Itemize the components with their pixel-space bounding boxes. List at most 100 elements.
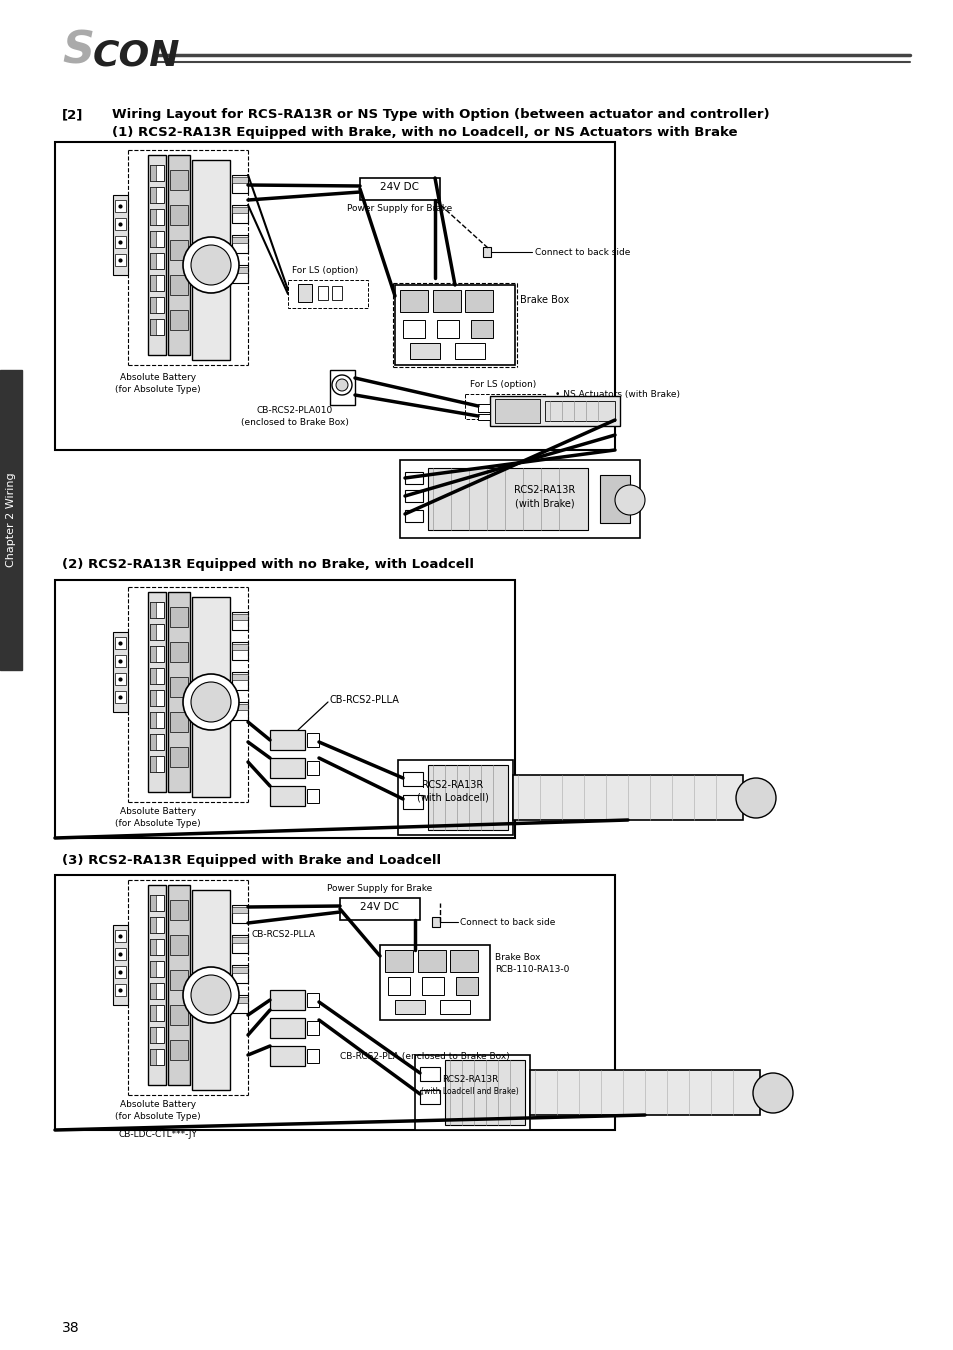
Bar <box>170 275 188 296</box>
Bar <box>395 285 515 364</box>
Bar <box>150 165 164 181</box>
Bar <box>150 252 164 269</box>
Bar <box>379 945 490 1021</box>
Text: (with Loadcell): (with Loadcell) <box>416 792 489 803</box>
Bar <box>307 733 318 747</box>
Text: For LS (option): For LS (option) <box>292 266 358 275</box>
Bar <box>397 760 513 836</box>
Bar <box>0 370 22 670</box>
Bar <box>530 1071 760 1115</box>
Bar <box>150 231 156 247</box>
Bar <box>232 703 248 710</box>
Bar <box>170 608 188 626</box>
Bar <box>150 297 156 313</box>
Bar <box>288 279 368 308</box>
Circle shape <box>332 375 352 396</box>
Text: [2]: [2] <box>62 108 83 122</box>
Bar <box>150 297 164 313</box>
Bar <box>297 284 312 302</box>
Bar <box>150 275 156 292</box>
Text: Brake Box: Brake Box <box>519 296 569 305</box>
Bar <box>402 320 424 338</box>
Bar <box>270 990 305 1010</box>
Bar <box>232 614 248 620</box>
Bar <box>232 644 248 649</box>
Bar <box>232 998 248 1003</box>
Bar <box>419 1066 439 1081</box>
Bar <box>232 672 248 690</box>
Text: CON: CON <box>92 38 180 72</box>
Bar <box>232 207 248 213</box>
Bar <box>421 977 443 995</box>
Bar <box>150 917 156 933</box>
Bar <box>410 343 439 359</box>
Bar <box>482 247 491 256</box>
Text: (for Absolute Type): (for Absolute Type) <box>115 385 200 394</box>
Text: Absolute Battery: Absolute Battery <box>120 807 196 815</box>
Bar <box>232 238 248 243</box>
Bar <box>405 490 422 502</box>
Bar <box>150 1027 156 1044</box>
Bar <box>150 231 164 247</box>
Bar <box>148 155 166 355</box>
Text: CB-LDC-CTL***-JY: CB-LDC-CTL***-JY <box>118 1130 197 1139</box>
Bar <box>405 472 422 485</box>
Bar <box>270 757 305 778</box>
Text: Wiring Layout for RCS-RA13R or NS Type with Option (between actuator and control: Wiring Layout for RCS-RA13R or NS Type w… <box>112 108 769 122</box>
Circle shape <box>183 238 239 293</box>
Bar <box>419 1089 439 1104</box>
Bar <box>317 286 328 300</box>
Bar <box>395 1000 424 1014</box>
Text: CB-RCS2-PLA010: CB-RCS2-PLA010 <box>256 406 333 414</box>
Bar <box>232 674 248 680</box>
Bar <box>150 1049 156 1065</box>
Text: Power Supply for Brake: Power Supply for Brake <box>347 204 452 213</box>
Text: For LS (option): For LS (option) <box>470 379 536 389</box>
Bar <box>170 1040 188 1060</box>
Bar <box>456 977 477 995</box>
Bar <box>307 1049 318 1062</box>
Bar <box>150 188 164 202</box>
Bar <box>150 940 164 954</box>
Text: RCS2-RA13R: RCS2-RA13R <box>422 780 483 790</box>
Bar <box>150 252 156 269</box>
Bar <box>232 205 248 223</box>
Bar <box>232 937 248 944</box>
Bar <box>150 961 164 977</box>
Bar <box>150 668 156 684</box>
Text: (for Absolute Type): (for Absolute Type) <box>115 1112 200 1120</box>
Bar <box>150 624 156 640</box>
Bar <box>232 702 248 720</box>
Text: (2) RCS2-RA13R Equipped with no Brake, with Loadcell: (2) RCS2-RA13R Equipped with no Brake, w… <box>62 558 474 571</box>
Bar <box>192 597 230 796</box>
Bar <box>150 1027 164 1044</box>
Text: (enclosed to Brake Box): (enclosed to Brake Box) <box>241 418 349 427</box>
Bar <box>433 290 460 312</box>
Bar <box>490 396 619 427</box>
Bar <box>55 580 515 838</box>
Bar <box>150 209 164 225</box>
Text: RCB-110-RA13-0: RCB-110-RA13-0 <box>495 965 569 973</box>
Bar <box>402 772 422 786</box>
Bar <box>170 170 188 190</box>
Text: Connect to back side: Connect to back side <box>459 918 555 927</box>
Bar <box>232 907 248 913</box>
Text: 24V DC: 24V DC <box>360 902 399 913</box>
Bar <box>150 940 156 954</box>
Bar <box>405 510 422 522</box>
Bar <box>464 394 544 418</box>
Bar <box>270 1046 305 1066</box>
Text: (with Loadcell and Brake): (with Loadcell and Brake) <box>420 1087 518 1096</box>
Bar <box>150 895 164 911</box>
Text: Connect to back side: Connect to back side <box>535 248 630 256</box>
Bar <box>150 647 156 662</box>
Bar <box>332 286 341 300</box>
Bar <box>170 1004 188 1025</box>
Bar <box>115 637 126 649</box>
Bar <box>760 1080 774 1106</box>
Bar <box>168 886 190 1085</box>
Bar <box>339 898 419 919</box>
Bar <box>150 983 156 999</box>
Bar <box>150 647 164 662</box>
Bar <box>170 711 188 732</box>
